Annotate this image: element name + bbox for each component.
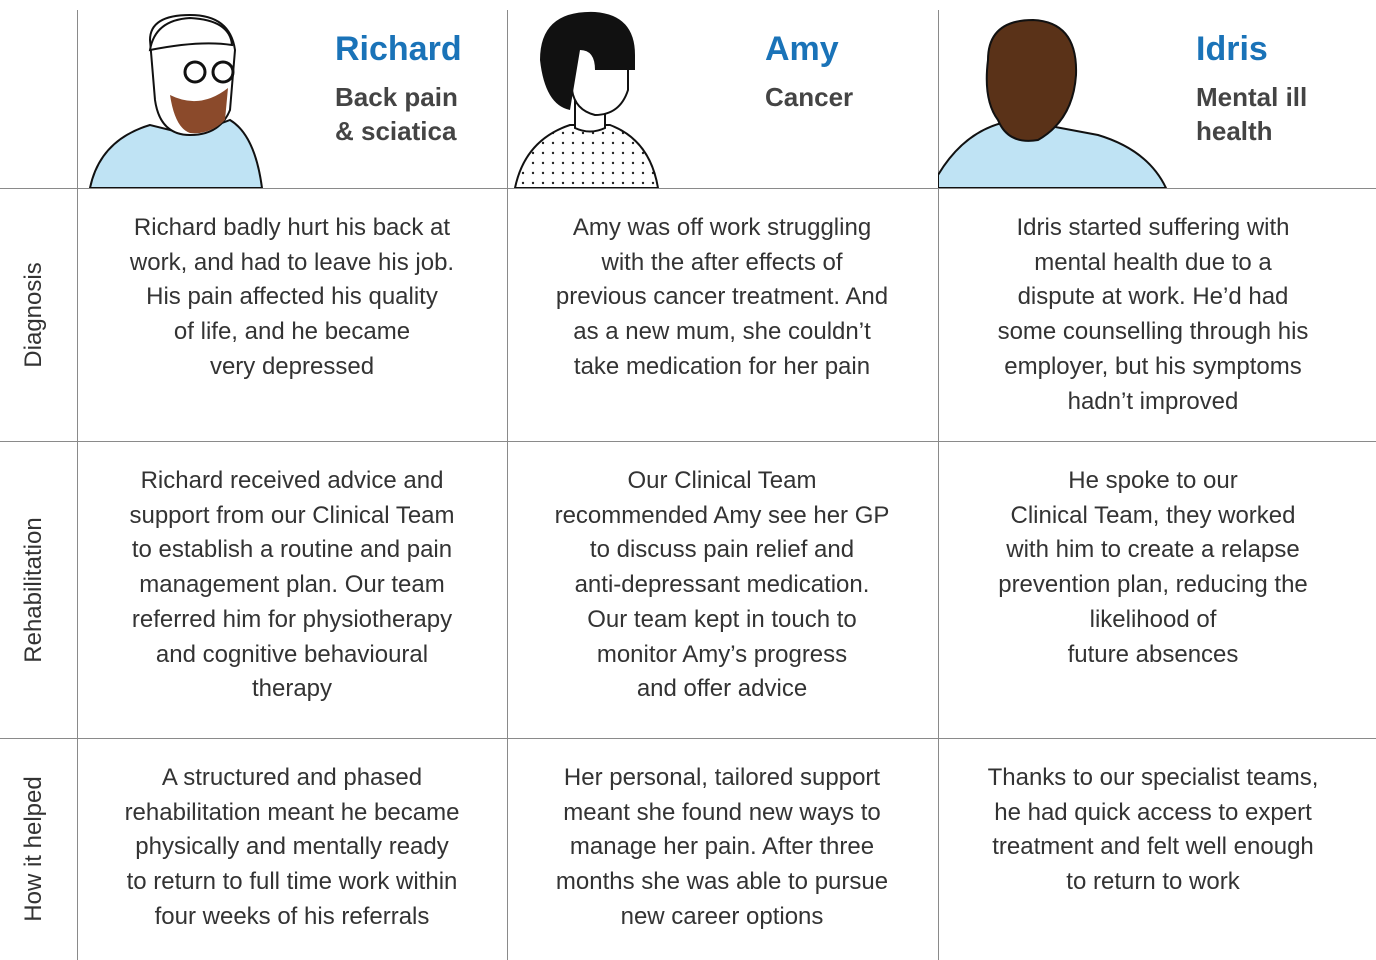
text-line: work, and had to leave his job. [129,248,455,276]
text-line: previous cancer treatment. And [555,283,889,311]
illustration [938,18,1168,188]
cell-text: Richard badly hurt his back at work, and … [77,211,507,385]
text-line: Her personal, tailored support [563,764,881,791]
row-label: How it helped [20,776,47,922]
text-line: His pain affected his quality [146,283,438,311]
text-line: to return to work [1066,868,1240,896]
text-line: as a new mum, she couldn’t [573,318,871,346]
text-line: recommended Amy see her GP [554,501,890,529]
text-line: Thanks to our specialist teams, [987,764,1319,791]
cell-text: Amy was off work struggling with the afte… [507,211,937,385]
text-line: prevention plan, reducing the [998,571,1308,599]
text-line: months she was able to pursue [555,868,889,896]
text-line: management plan. Our team [139,571,445,599]
cell-text: Our Clinical Team recommended Amy see her… [507,464,937,707]
text-line: treatment and felt well enough [992,833,1314,861]
text-line: hadn’t improved [1067,387,1239,415]
illustration [513,11,660,188]
text-line: employer, but his symptoms [1004,352,1302,380]
text-line: take medication for her pain [573,352,871,380]
person-name: Amy [765,30,839,68]
text-line: very depressed [209,352,375,380]
condition-line: & sciatica [335,116,457,146]
text-line: some counselling through his [997,318,1309,346]
text-line: manage her pain. After three [569,833,875,861]
text-line: monitor Amy’s progress [596,640,848,668]
divider [0,738,1376,739]
text-line: of life, and he became [173,318,411,346]
text-line: A structured and phased [161,764,423,791]
cell-text: Idris started suffering with mental healt… [938,211,1368,419]
text-line: Amy was off work struggling [572,214,872,241]
divider [0,441,1376,442]
divider [77,10,78,960]
cell-text: He spoke to our Clinical Team, they worke… [938,464,1368,672]
text-line: Clinical Team, they worked [1010,501,1296,529]
text-line: Richard received advice and [140,467,444,494]
text-line: with him to create a relapse [1006,536,1300,564]
text-line: he had quick access to expert [994,798,1312,826]
condition: Cancer [765,80,853,114]
condition: Mental ill health [1196,80,1307,148]
text-line: Our team kept in touch to [587,605,857,633]
text-line: rehabilitation meant he became [124,798,460,826]
row-label: Diagnosis [20,261,47,368]
condition-line: Mental ill [1196,82,1308,112]
row-label: Rehabilitation [20,516,47,663]
text-line: dispute at work. He’d had [1017,283,1289,311]
condition: Back pain & sciatica [335,80,458,148]
cell-text: A structured and phased rehabilitation me… [77,761,507,935]
text-line: support from our Clinical Team [129,501,455,529]
text-line: and cognitive behavioural [155,640,429,668]
text-line: likelihood of [1089,605,1217,633]
text-line: anti-depressant medication. [574,571,870,599]
cell-text: Richard received advice and support from … [77,464,507,707]
text-line: He spoke to our [1068,467,1238,494]
text-line: Richard badly hurt his back at [133,214,451,241]
person-name: Richard [335,30,462,68]
text-line: physically and mentally ready [135,833,449,861]
text-line: to establish a routine and pain [131,536,453,564]
text-line: and offer advice [636,675,808,703]
text-line: four weeks of his referrals [154,902,430,930]
text-line: referred him for physiotherapy [131,605,453,633]
text-line: with the after effects of [601,248,843,276]
text-line: future absences [1067,640,1239,668]
text-line: meant she found new ways to [563,798,881,826]
text-line: Idris started suffering with [1016,214,1290,241]
text-line: new career options [620,902,824,930]
cell-text: Thanks to our specialist teams, he had qu… [938,761,1368,900]
condition-line: Cancer [765,82,854,112]
condition-line: health [1196,116,1273,146]
text-line: mental health due to a [1034,248,1272,276]
divider [507,10,508,960]
divider [0,188,1376,189]
text-line: to discuss pain relief and [589,536,855,564]
divider [938,10,939,960]
text-line: to return to full time work within [126,868,458,896]
cell-text: Her personal, tailored support meant she … [507,761,937,935]
condition-line: Back pain [335,82,458,112]
text-line: Our Clinical Team [627,467,817,494]
text-line: therapy [251,675,333,703]
person-name: Idris [1196,30,1268,68]
illustration [88,13,264,188]
